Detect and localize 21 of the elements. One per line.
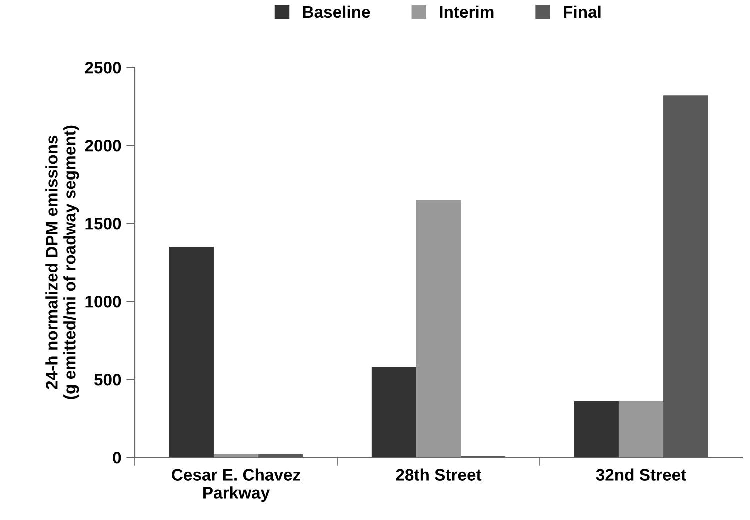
x-tick-label: Cesar E. Chavez Parkway — [172, 468, 300, 502]
y-tick-label: 500 — [94, 374, 122, 386]
bar — [169, 247, 214, 458]
bar — [214, 454, 259, 458]
y-tick-label: 0 — [113, 452, 122, 464]
y-tick-label: 1500 — [86, 218, 122, 230]
y-tick-label: 1000 — [86, 296, 122, 308]
x-tick-label: 28th Street — [396, 468, 482, 481]
legend-label: Interim — [440, 6, 494, 18]
x-tick-label: 32nd Street — [596, 468, 686, 481]
legend-label: Final — [564, 6, 601, 18]
bar — [258, 454, 304, 458]
y-axis-title: 24-h normalized DPM emissions (g emitted/mi of roadway segment) — [46, 126, 80, 400]
bar — [416, 200, 462, 458]
y-tick-label: 2000 — [85, 140, 122, 152]
bar — [574, 401, 619, 458]
bar — [372, 367, 416, 458]
bar — [664, 96, 708, 458]
y-tick-label: 2500 — [85, 62, 122, 74]
bar — [618, 401, 664, 458]
legend-label: Baseline — [303, 6, 370, 18]
